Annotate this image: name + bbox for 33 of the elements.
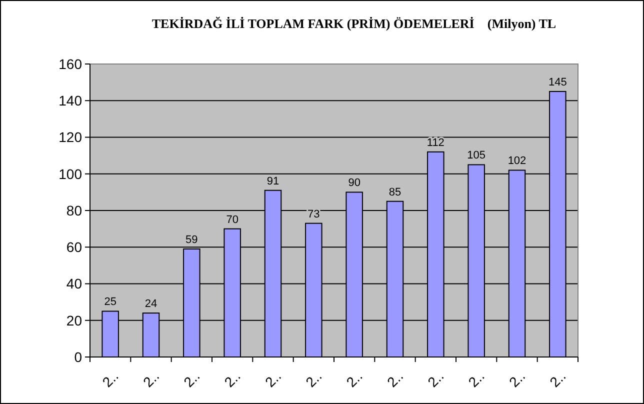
x-tick-label: 2.. [343,368,366,390]
x-tick-label: 2.. [221,368,244,390]
x-tick-label: 2.. [424,368,447,390]
x-tick-label: 2.. [546,368,569,390]
data-label: 85 [388,186,402,198]
y-tick-label: 20 [66,312,82,328]
y-tick-label: 60 [66,239,82,256]
data-label: 90 [348,177,360,190]
data-label: 70 [226,214,238,226]
y-tick-label: 80 [66,202,82,218]
data-label: 145 [548,76,567,88]
data-label: 91 [266,175,280,188]
x-tick-label: 2.. [384,368,406,390]
x-tick-label: 2.. [140,368,162,390]
y-tick-label: 160 [58,56,82,72]
x-tick-label: 2.. [99,368,122,390]
chart-title: TEKİRDAĞ İLİ TOPLAM FARK (PRİM) ÖDEMELERİ (Milyon) TL [152,16,556,31]
data-label: 112 [426,136,444,149]
x-tick-label: 2.. [465,368,488,390]
data-label: 59 [186,234,198,246]
data-label: 105 [467,150,486,162]
x-tick-label: 2.. [262,368,284,390]
x-tick-label: 2.. [302,368,325,390]
y-tick-label: 120 [58,129,82,146]
data-label: 102 [508,155,526,168]
y-tick-label: 140 [58,92,82,109]
y-tick-label: 40 [66,276,82,292]
y-tick-label: 100 [58,166,82,182]
x-tick-label: 2.. [180,368,203,390]
data-label: 24 [144,298,158,310]
data-label: 25 [104,296,116,308]
y-tick-label: 0 [74,348,82,365]
x-tick-label: 2.. [506,368,528,390]
